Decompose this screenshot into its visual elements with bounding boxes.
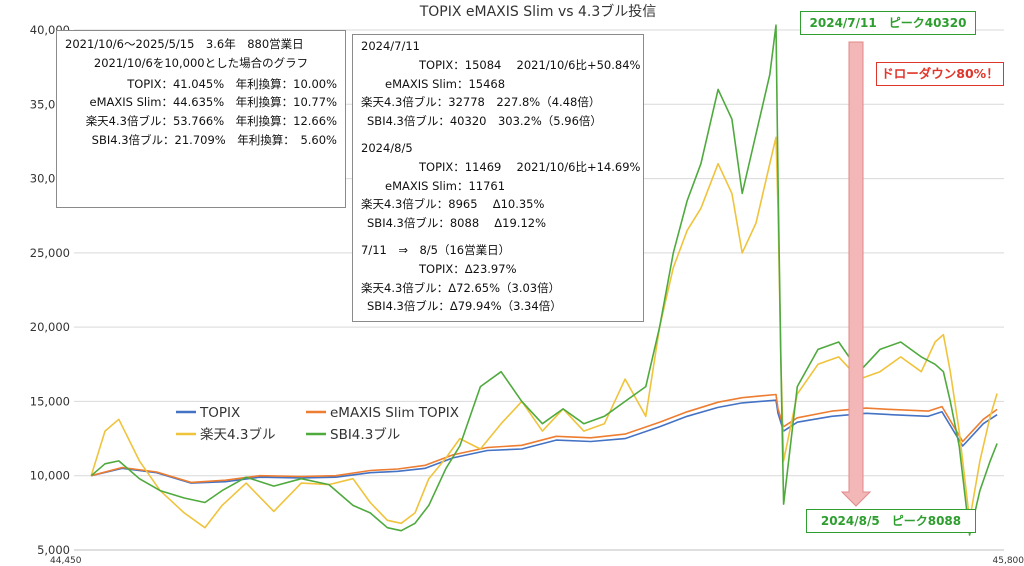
bottom-callout: 2024/8/5 ピーク8088 bbox=[806, 509, 976, 533]
chart-title: TOPIX eMAXIS Slim vs 4.3ブル投信 bbox=[419, 3, 657, 20]
drawdown-arrow bbox=[840, 41, 872, 507]
info-detail-row: eMAXIS Slim：15468 bbox=[385, 76, 506, 91]
info-box-summary: 2021/10/6～2025/5/15 3.6年 880営業日 2021/10/6… bbox=[56, 30, 346, 208]
y-tick-label: 20,000 bbox=[30, 320, 70, 334]
y-tick-label: 15,000 bbox=[30, 394, 70, 408]
legend-label: 楽天4.3ブル bbox=[200, 426, 275, 443]
series-lines bbox=[90, 24, 998, 536]
info-summary-row: 2021/10/6～2025/5/15 3.6年 880営業日 bbox=[65, 37, 304, 51]
info-detail-row: SBI4.3倍ブル：40320 303.2%（5.96倍） bbox=[367, 114, 602, 129]
info-detail-row: TOPIX：11469 2021/10/6比+14.69% bbox=[419, 159, 641, 174]
info-detail-row: SBI4.3倍ブル：Δ79.94%（3.34倍） bbox=[367, 299, 562, 314]
info-summary-row: SBI4.3倍ブル：21.709% 年利換算： 5.60% bbox=[91, 132, 337, 147]
info-detail-row: 楽天4.3倍ブル：8965 Δ10.35% bbox=[361, 197, 545, 212]
info-detail-row: 7/11 ⇒ 8/5（16営業日） bbox=[361, 242, 511, 257]
info-detail-row: SBI4.3倍ブル：8088 Δ19.12% bbox=[367, 216, 547, 231]
legend-label: TOPIX bbox=[199, 405, 240, 421]
x-tick-label: 45,800 bbox=[993, 556, 1024, 566]
y-tick-label: 10,000 bbox=[30, 469, 70, 483]
legend-label: eMAXIS Slim TOPIX bbox=[330, 405, 459, 421]
info-detail-row: TOPIX：15084 2021/10/6比+50.84% bbox=[419, 57, 641, 72]
x-axis-ticks: 44,450 45,800 bbox=[50, 556, 1024, 566]
info-detail-row: TOPIX：Δ23.97% bbox=[419, 261, 517, 276]
legend: TOPIX eMAXIS Slim TOPIX 楽天4.3ブル SBI4.3ブル bbox=[176, 405, 459, 443]
x-tick-label: 44,450 bbox=[50, 556, 82, 566]
info-detail-row: 2024/8/5 bbox=[361, 140, 413, 155]
y-axis-ticks: 5,00010,00015,00020,00025,00030,00035,00… bbox=[30, 23, 70, 557]
drawdown-arrow-shape bbox=[840, 41, 872, 507]
info-detail-row bbox=[361, 233, 635, 241]
series-line-2 bbox=[90, 136, 998, 529]
info-detail-row: 楽天4.3倍ブル：32778 227.8%（4.48倍） bbox=[361, 95, 601, 110]
info-summary-row: TOPIX：41.045% 年利換算：10.00% bbox=[127, 76, 337, 91]
info-detail-row: 楽天4.3倍ブル：Δ72.65%（3.03倍） bbox=[361, 280, 561, 295]
info-detail-rows: 2024/7/11 TOPIX：15084 2021/10/6比+50.84% eM… bbox=[361, 37, 641, 316]
info-detail-row: eMAXIS Slim：11761 bbox=[385, 178, 506, 193]
y-tick-label: 25,000 bbox=[30, 246, 70, 260]
series-line-3 bbox=[90, 24, 998, 536]
legend-label: SBI4.3ブル bbox=[330, 426, 400, 443]
series-line-0 bbox=[91, 399, 998, 484]
info-detail-row: 2024/7/11 bbox=[361, 39, 420, 53]
info-detail-row bbox=[361, 131, 635, 139]
info-box-details: 2024/7/11 TOPIX：15084 2021/10/6比+50.84% eM… bbox=[352, 34, 644, 322]
info-summary-row: 2021/10/6を10,000とした場合のグラフ bbox=[93, 55, 309, 70]
y-tick-label: 5,000 bbox=[37, 543, 70, 557]
drawdown-callout: ドローダウン80%！ bbox=[876, 62, 1004, 86]
series-line-1 bbox=[90, 393, 998, 484]
peak-callout: 2024/7/11 ピーク40320 bbox=[800, 11, 976, 35]
info-summary-rows: 2021/10/6～2025/5/15 3.6年 880営業日 2021/10/6… bbox=[65, 35, 337, 150]
info-summary-row: 楽天4.3倍ブル：53.766% 年利換算：12.66% bbox=[85, 114, 337, 129]
info-summary-row: eMAXIS Slim：44.635% 年利換算：10.77% bbox=[89, 95, 338, 110]
